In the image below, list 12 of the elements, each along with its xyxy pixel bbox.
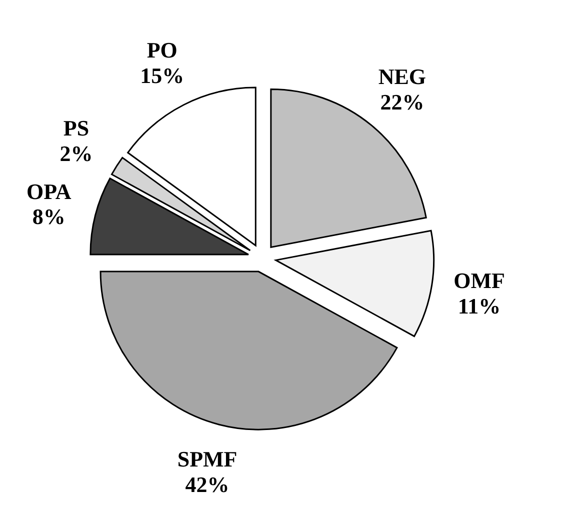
data-label: 42% [185, 472, 230, 497]
data-label: 15% [140, 62, 184, 88]
slice-label: OPA [26, 178, 72, 204]
data-label: 8% [32, 204, 66, 230]
data-label: 2% [60, 141, 93, 166]
slice-label: NEG [378, 64, 426, 90]
data-label: 22% [380, 89, 424, 114]
slice-label: PO [146, 38, 178, 63]
data-label: 11% [458, 293, 501, 318]
slice-label: PS [63, 116, 90, 141]
slice-label: SPMF [177, 446, 238, 472]
slice-label: OMF [454, 268, 505, 294]
